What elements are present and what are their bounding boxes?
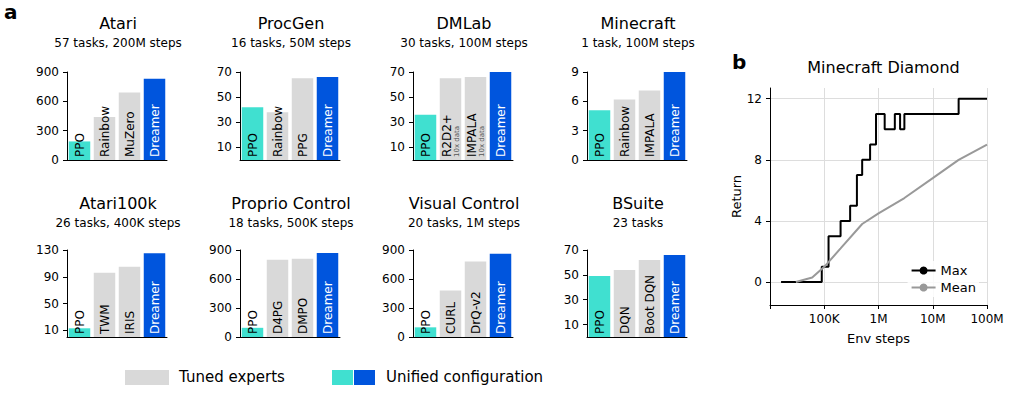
svg-text:ProcGen: ProcGen bbox=[258, 14, 325, 33]
svg-text:600: 600 bbox=[36, 94, 59, 108]
svg-text:30: 30 bbox=[564, 293, 579, 307]
svg-text:Env steps: Env steps bbox=[847, 331, 910, 346]
svg-text:PPO: PPO bbox=[246, 310, 260, 334]
svg-text:50: 50 bbox=[217, 90, 232, 104]
svg-text:Dreamer: Dreamer bbox=[668, 104, 682, 157]
svg-text:90: 90 bbox=[44, 270, 59, 284]
svg-text:6: 6 bbox=[571, 94, 579, 108]
svg-text:300: 300 bbox=[209, 301, 232, 315]
svg-text:DrQ-v2: DrQ-v2 bbox=[469, 291, 483, 334]
svg-text:4: 4 bbox=[754, 214, 762, 228]
svg-text:12: 12 bbox=[747, 92, 762, 106]
svg-text:PPO: PPO bbox=[419, 310, 433, 334]
svg-text:18 tasks, 500K steps: 18 tasks, 500K steps bbox=[228, 216, 353, 230]
svg-text:Dreamer: Dreamer bbox=[494, 104, 508, 157]
svg-text:PPO: PPO bbox=[593, 310, 607, 334]
svg-text:10: 10 bbox=[217, 140, 232, 154]
svg-text:PPO: PPO bbox=[246, 133, 260, 157]
svg-text:PPO: PPO bbox=[593, 133, 607, 157]
svg-text:100M: 100M bbox=[970, 312, 1003, 326]
svg-text:MuZero: MuZero bbox=[123, 111, 137, 157]
svg-text:0: 0 bbox=[754, 275, 762, 289]
svg-text:Rainbow: Rainbow bbox=[271, 106, 285, 157]
svg-text:130: 130 bbox=[36, 243, 59, 257]
svg-text:0: 0 bbox=[397, 330, 405, 344]
svg-text:PPO: PPO bbox=[419, 133, 433, 157]
svg-text:8: 8 bbox=[754, 153, 762, 167]
svg-text:9: 9 bbox=[571, 65, 579, 79]
svg-text:Minecraft: Minecraft bbox=[600, 14, 675, 33]
svg-text:900: 900 bbox=[36, 65, 59, 79]
svg-text:57 tasks, 200M steps: 57 tasks, 200M steps bbox=[54, 36, 182, 50]
svg-text:PPO: PPO bbox=[73, 310, 87, 334]
svg-text:70: 70 bbox=[217, 65, 232, 79]
svg-text:DQN: DQN bbox=[618, 306, 632, 334]
svg-text:Dreamer: Dreamer bbox=[668, 281, 682, 334]
svg-text:70: 70 bbox=[390, 65, 405, 79]
svg-text:0: 0 bbox=[224, 330, 232, 344]
svg-text:Dreamer: Dreamer bbox=[494, 281, 508, 334]
svg-text:50: 50 bbox=[390, 90, 405, 104]
svg-text:20 tasks, 1M steps: 20 tasks, 1M steps bbox=[408, 216, 520, 230]
svg-text:Dreamer: Dreamer bbox=[148, 104, 162, 157]
svg-text:30: 30 bbox=[217, 115, 232, 129]
svg-text:PPG: PPG bbox=[296, 133, 310, 157]
svg-text:26 tasks, 400K steps: 26 tasks, 400K steps bbox=[55, 216, 180, 230]
svg-text:10M: 10M bbox=[920, 312, 946, 326]
svg-text:50: 50 bbox=[44, 297, 59, 311]
svg-text:30: 30 bbox=[390, 115, 405, 129]
svg-text:BSuite: BSuite bbox=[612, 194, 664, 213]
svg-text:10: 10 bbox=[564, 318, 579, 332]
svg-text:a: a bbox=[4, 0, 18, 24]
svg-text:D4PG: D4PG bbox=[271, 301, 285, 334]
svg-text:10: 10 bbox=[390, 140, 405, 154]
svg-text:Minecraft Diamond: Minecraft Diamond bbox=[807, 58, 959, 77]
svg-text:10: 10 bbox=[44, 323, 59, 337]
svg-text:Max: Max bbox=[941, 263, 968, 278]
svg-text:Return: Return bbox=[729, 175, 744, 218]
svg-text:Visual Control: Visual Control bbox=[409, 194, 520, 213]
svg-text:b: b bbox=[732, 50, 746, 74]
svg-text:Rainbow: Rainbow bbox=[98, 106, 112, 157]
svg-text:16 tasks, 50M steps: 16 tasks, 50M steps bbox=[231, 36, 351, 50]
svg-text:23 tasks: 23 tasks bbox=[613, 216, 664, 230]
svg-text:Dreamer: Dreamer bbox=[321, 104, 335, 157]
svg-text:300: 300 bbox=[36, 124, 59, 138]
svg-text:Dreamer: Dreamer bbox=[148, 281, 162, 334]
svg-text:PPO: PPO bbox=[73, 133, 87, 157]
svg-text:DMPO: DMPO bbox=[296, 298, 310, 334]
svg-text:1M: 1M bbox=[870, 312, 888, 326]
svg-text:3: 3 bbox=[571, 124, 579, 138]
svg-text:Atari: Atari bbox=[99, 14, 137, 33]
svg-text:Unified configuration: Unified configuration bbox=[386, 368, 543, 386]
svg-text:900: 900 bbox=[209, 243, 232, 257]
svg-text:50: 50 bbox=[564, 268, 579, 282]
svg-text:IMPALA: IMPALA bbox=[465, 113, 479, 157]
svg-text:100K: 100K bbox=[809, 312, 841, 326]
svg-text:Dreamer: Dreamer bbox=[321, 281, 335, 334]
svg-text:600: 600 bbox=[382, 272, 405, 286]
svg-text:IMPALA: IMPALA bbox=[643, 112, 657, 157]
svg-text:Boot DQN: Boot DQN bbox=[643, 275, 657, 334]
svg-text:Proprio Control: Proprio Control bbox=[231, 194, 350, 213]
svg-text:DMLab: DMLab bbox=[437, 14, 492, 33]
svg-text:Atari100k: Atari100k bbox=[79, 194, 157, 213]
svg-text:Mean: Mean bbox=[941, 280, 976, 295]
svg-text:1 task, 100M steps: 1 task, 100M steps bbox=[581, 36, 695, 50]
svg-text:CURL: CURL bbox=[444, 302, 458, 335]
svg-text:900: 900 bbox=[382, 243, 405, 257]
svg-text:Rainbow: Rainbow bbox=[618, 106, 632, 157]
svg-text:IRIS: IRIS bbox=[123, 311, 137, 334]
svg-text:300: 300 bbox=[382, 301, 405, 315]
svg-text:600: 600 bbox=[209, 272, 232, 286]
svg-text:10x data: 10x data bbox=[478, 126, 486, 157]
svg-text:TWM: TWM bbox=[98, 304, 112, 335]
svg-text:30 tasks, 100M steps: 30 tasks, 100M steps bbox=[400, 36, 528, 50]
svg-text:0: 0 bbox=[571, 153, 579, 167]
svg-text:0: 0 bbox=[51, 153, 59, 167]
svg-text:Tuned experts: Tuned experts bbox=[178, 368, 285, 386]
svg-text:70: 70 bbox=[564, 243, 579, 257]
svg-text:10x data: 10x data bbox=[453, 126, 461, 157]
svg-text:R2D2+: R2D2+ bbox=[440, 114, 454, 157]
